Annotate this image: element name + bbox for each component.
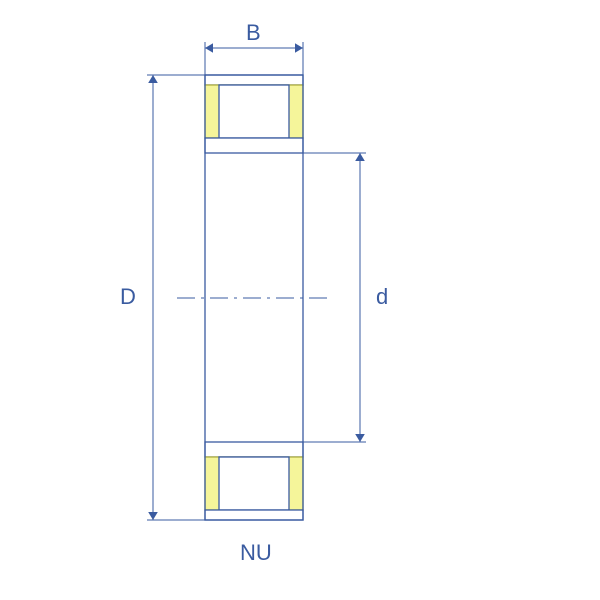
type-label: NU [240, 540, 272, 566]
label-D: D [120, 284, 136, 310]
diagram-svg [0, 0, 600, 600]
bearing-diagram: B D d NU [0, 0, 600, 600]
label-d: d [376, 284, 388, 310]
label-B: B [246, 20, 261, 46]
